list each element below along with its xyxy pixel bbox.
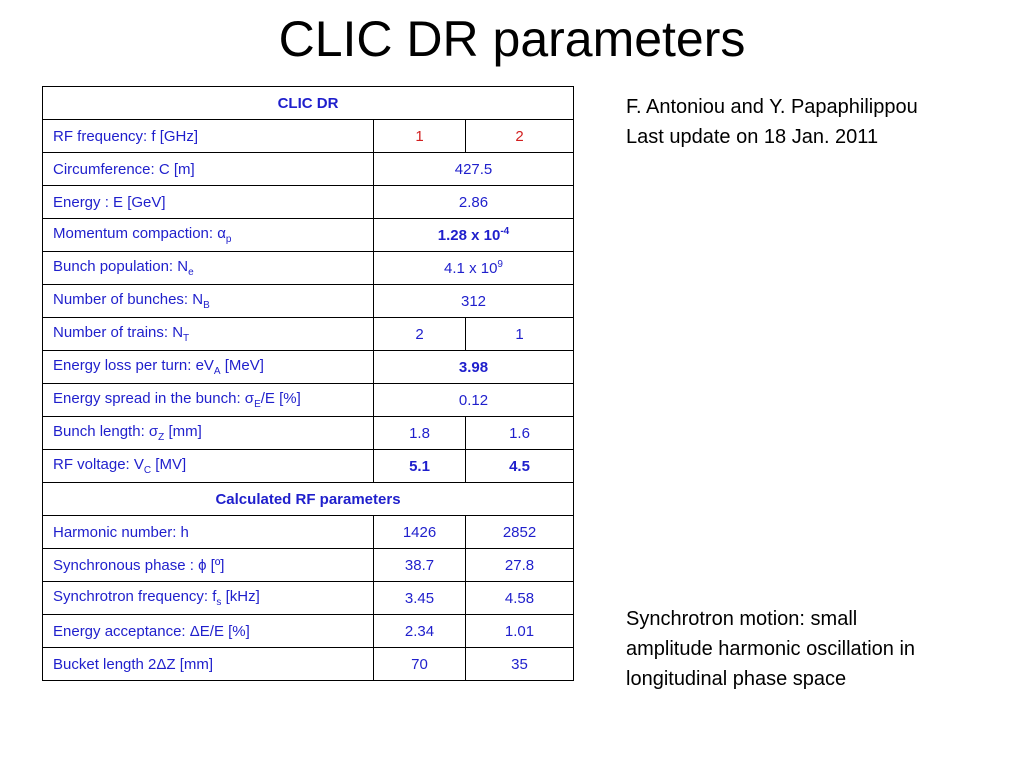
param-label: Energy spread in the bunch: σE/E [%]: [42, 383, 374, 417]
param-value: 4.58: [464, 581, 575, 615]
param-label: Energy acceptance: ΔE/E [%]: [42, 614, 374, 648]
param-value: 3.45: [373, 581, 466, 615]
param-value: 2.86: [372, 185, 575, 219]
param-value: 5.1: [373, 449, 466, 483]
param-label: RF voltage: VC [MV]: [42, 449, 374, 483]
table-row: Synchrotron frequency: fs [kHz] 3.45 4.5…: [42, 581, 575, 615]
parameters-table: CLIC DR RF frequency: f [GHz] 1 2 Circum…: [41, 86, 575, 681]
table-row: Synchronous phase : ϕ [º] 38.7 27.8: [42, 548, 575, 582]
param-value: 38.7: [373, 548, 466, 582]
param-label: RF frequency: f [GHz]: [42, 119, 374, 153]
param-value: 1: [464, 317, 575, 351]
authors: F. Antoniou and Y. Papaphilippou: [626, 96, 918, 118]
table-row: Momentum compaction: αp 1.28 x 10-4: [42, 218, 575, 252]
param-label: Number of bunches: NB: [42, 284, 374, 318]
table-row: Circumference: C [m] 427.5: [42, 152, 575, 186]
param-label: Synchrotron frequency: fs [kHz]: [42, 581, 374, 615]
section-header: Calculated RF parameters: [41, 482, 575, 516]
param-label: Circumference: C [m]: [42, 152, 374, 186]
table-row: Energy spread in the bunch: σE/E [%] 0.1…: [42, 383, 575, 417]
param-value: 70: [373, 647, 466, 681]
table-row: Bunch length: σZ [mm] 1.8 1.6: [42, 416, 575, 450]
table-row: Energy acceptance: ΔE/E [%] 2.34 1.01: [42, 614, 575, 648]
param-label: Momentum compaction: αp: [42, 218, 374, 252]
table-section-row: Calculated RF parameters: [41, 482, 575, 516]
param-value: 427.5: [372, 152, 575, 186]
param-value: 1426: [373, 515, 466, 549]
param-value: 27.8: [464, 548, 575, 582]
author-block: F. Antoniou and Y. Papaphilippou Last up…: [626, 92, 996, 152]
table-row: Bunch population: Ne 4.1 x 109: [42, 251, 575, 285]
param-value: 0.12: [372, 383, 575, 417]
note-line: longitudinal phase space: [626, 668, 847, 690]
param-label: Harmonic number: h: [42, 515, 374, 549]
table-row: Number of trains: NT 2 1: [42, 317, 575, 351]
note-line: Synchrotron motion: small: [626, 608, 858, 630]
param-value: 4.5: [464, 449, 575, 483]
param-value: 312: [372, 284, 575, 318]
table-row: Bucket length 2ΔZ [mm] 70 35: [42, 647, 575, 681]
table-header-row: CLIC DR: [41, 86, 575, 120]
param-value: 2: [373, 317, 466, 351]
table-row: RF frequency: f [GHz] 1 2: [42, 119, 575, 153]
page-title: CLIC DR parameters: [278, 11, 746, 67]
table-row: Energy : E [GeV] 2.86: [42, 185, 575, 219]
param-value: 1.6: [464, 416, 575, 450]
param-value: 2.34: [373, 614, 466, 648]
param-label: Bucket length 2ΔZ [mm]: [42, 647, 374, 681]
table-row: Energy loss per turn: eVA [MeV] 3.98: [42, 350, 575, 384]
note-line: amplitude harmonic oscillation in: [626, 638, 916, 660]
param-value: 1: [373, 119, 466, 153]
param-value: 35: [464, 647, 575, 681]
param-value: 1.01: [464, 614, 575, 648]
table-row: Number of bunches: NB 312: [42, 284, 575, 318]
param-value: 4.1 x 109: [372, 251, 575, 285]
table-row: Harmonic number: h 1426 2852: [42, 515, 575, 549]
param-label: Energy loss per turn: eVA [MeV]: [42, 350, 374, 384]
table-header: CLIC DR: [41, 86, 575, 120]
param-label: Bunch population: Ne: [42, 251, 374, 285]
param-value: 1.28 x 10-4: [372, 218, 575, 252]
last-update: Last update on 18 Jan. 2011: [626, 126, 879, 148]
param-value: 2852: [464, 515, 575, 549]
param-label: Energy : E [GeV]: [42, 185, 374, 219]
table-row: RF voltage: VC [MV] 5.1 4.5: [42, 449, 575, 483]
param-label: Bunch length: σZ [mm]: [42, 416, 374, 450]
param-value: 2: [464, 119, 575, 153]
param-value: 3.98: [372, 350, 575, 384]
param-value: 1.8: [373, 416, 466, 450]
param-label: Synchronous phase : ϕ [º]: [42, 548, 374, 582]
param-label: Number of trains: NT: [42, 317, 374, 351]
note-block: Synchrotron motion: small amplitude harm…: [626, 604, 996, 694]
